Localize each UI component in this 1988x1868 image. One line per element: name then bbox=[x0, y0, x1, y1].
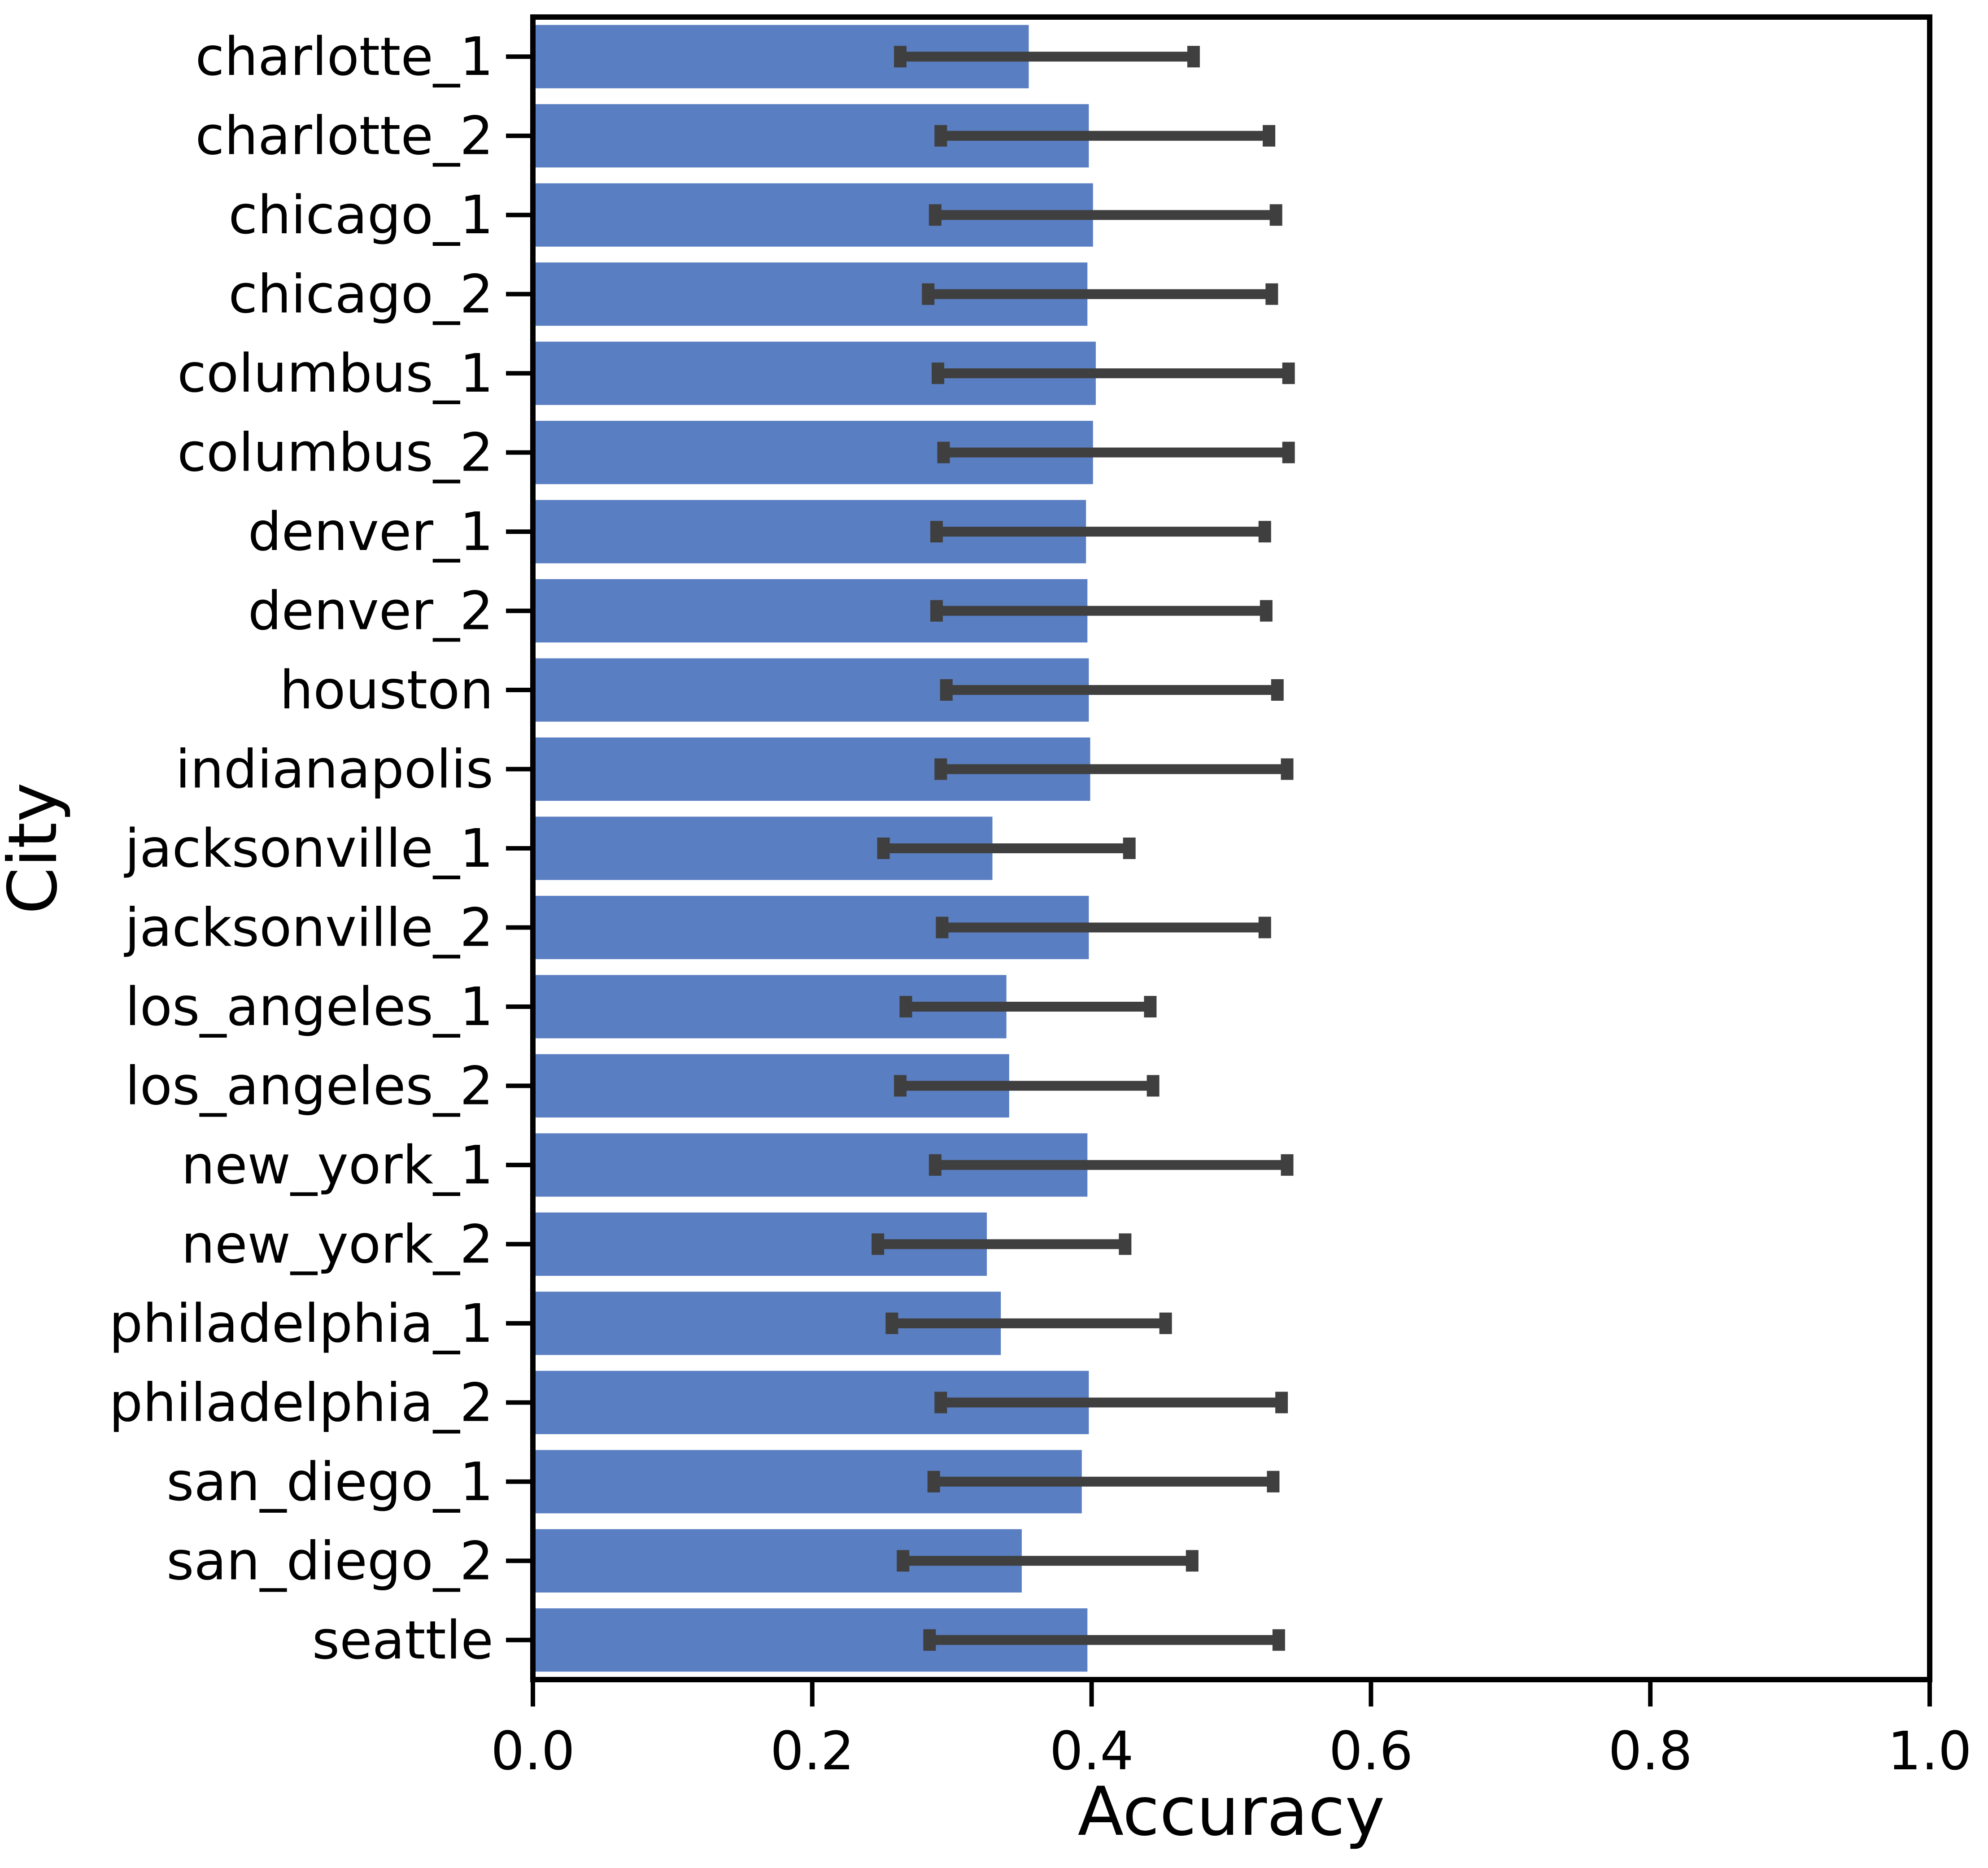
y-tick-label-philadelphia_2: philadelphia_2 bbox=[109, 1371, 493, 1433]
y-tick-label-denver_2: denver_2 bbox=[248, 580, 493, 642]
x-tick-label-0.4: 0.4 bbox=[1050, 1720, 1134, 1782]
y-tick-label-san_diego_2: san_diego_2 bbox=[166, 1530, 493, 1592]
y-tick-label-philadelphia_1: philadelphia_1 bbox=[109, 1292, 493, 1354]
y-tick-label-jacksonville_2: jacksonville_2 bbox=[123, 896, 493, 958]
y-tick-label-denver_1: denver_1 bbox=[248, 501, 493, 563]
y-tick-label-jacksonville_1: jacksonville_1 bbox=[123, 817, 493, 879]
y-tick-label-charlotte_2: charlotte_2 bbox=[195, 105, 493, 167]
y-tick-label-los_angeles_1: los_angeles_1 bbox=[125, 976, 493, 1038]
bars-layer bbox=[533, 25, 1096, 1672]
x-tick-label-0.6: 0.6 bbox=[1329, 1720, 1413, 1782]
y-tick-label-seattle: seattle bbox=[312, 1609, 493, 1671]
y-tick-label-charlotte_1: charlotte_1 bbox=[195, 26, 493, 87]
y-tick-label-new_york_1: new_york_1 bbox=[181, 1134, 493, 1196]
x-tick-label-0.2: 0.2 bbox=[770, 1720, 854, 1782]
y-tick-label-columbus_2: columbus_2 bbox=[177, 422, 493, 484]
x-axis: 0.0 0.2 0.4 0.6 0.8 1.0 bbox=[491, 1680, 1972, 1782]
y-axis: charlotte_1 charlotte_2 chicago_1 chicago_2… bbox=[109, 26, 533, 1671]
y-tick-label-houston: houston bbox=[280, 659, 494, 721]
y-tick-label-san_diego_1: san_diego_1 bbox=[166, 1451, 493, 1513]
x-tick-label-0.0: 0.0 bbox=[491, 1720, 575, 1782]
y-tick-label-columbus_1: columbus_1 bbox=[177, 342, 493, 404]
y-tick-label-chicago_2: chicago_2 bbox=[228, 263, 493, 325]
y-axis-title: City bbox=[0, 782, 72, 914]
x-tick-label-1.0: 1.0 bbox=[1888, 1720, 1972, 1782]
y-tick-label-los_angeles_2: los_angeles_2 bbox=[125, 1055, 493, 1117]
y-tick-label-indianapolis: indianapolis bbox=[175, 738, 493, 800]
x-axis-title: Accuracy bbox=[1078, 1773, 1385, 1851]
y-tick-label-chicago_1: chicago_1 bbox=[228, 184, 493, 246]
y-tick-label-new_york_2: new_york_2 bbox=[181, 1213, 493, 1275]
error-bars-layer bbox=[872, 46, 1295, 1651]
x-tick-label-0.8: 0.8 bbox=[1608, 1720, 1692, 1782]
